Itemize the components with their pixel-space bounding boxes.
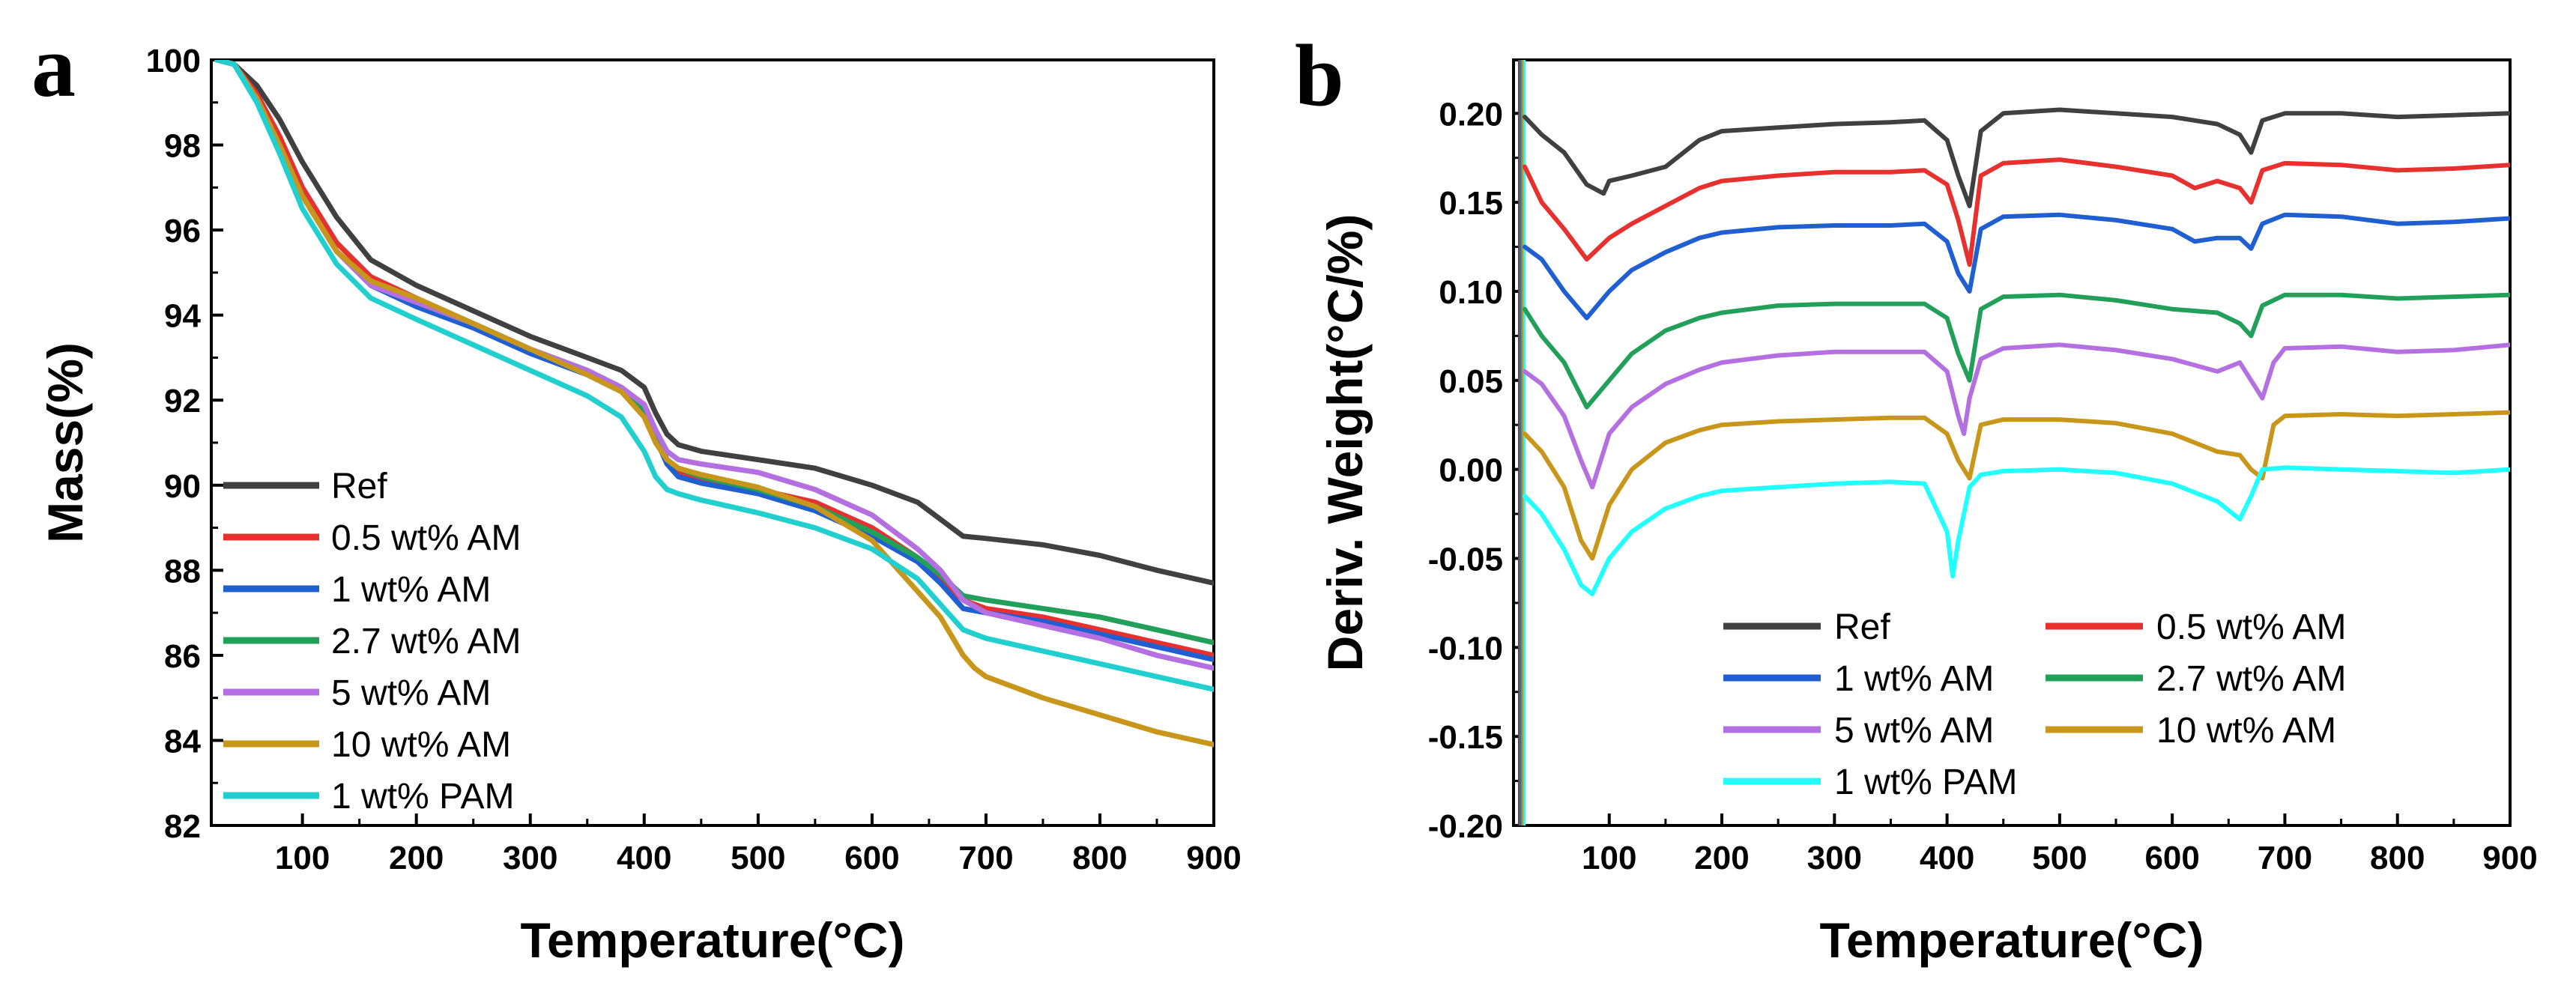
- y-tick-label: 86: [164, 638, 201, 675]
- x-tick-label: 300: [1807, 840, 1862, 876]
- legend-label: 1 wt% AM: [1834, 659, 1994, 699]
- x-tick-label: 600: [2144, 840, 2199, 876]
- x-tick-label: 700: [2258, 840, 2312, 876]
- series-line: [1523, 212, 2510, 321]
- panel-b-letter: b: [1295, 26, 1344, 124]
- y-tick-label: 100: [146, 43, 201, 79]
- x-tick-label: 100: [1582, 840, 1636, 876]
- series-line: [1523, 342, 2510, 490]
- y-axis-title: Mass(%): [37, 342, 93, 543]
- series-group: [214, 60, 1214, 748]
- x-tick-label: 900: [2482, 840, 2537, 876]
- y-tick-label: 94: [164, 298, 201, 335]
- y-tick-label: 84: [164, 723, 201, 760]
- y-tick-label: -0.15: [1428, 719, 1503, 756]
- series-line: [214, 60, 1214, 658]
- x-tick-label: 400: [617, 840, 671, 876]
- y-tick-label: 0.00: [1439, 452, 1503, 489]
- x-tick-label: 800: [1072, 840, 1127, 876]
- x-tick-label: 200: [1694, 840, 1749, 876]
- x-tick-label: 700: [958, 840, 1013, 876]
- y-tick-label: 0.20: [1439, 96, 1503, 133]
- legend-label: Ref: [331, 467, 387, 506]
- y-tick-label: -0.20: [1428, 808, 1503, 845]
- legend-label: 10 wt% AM: [2156, 711, 2336, 751]
- series-line: [1523, 465, 2510, 596]
- x-tick-label: 600: [844, 840, 899, 876]
- y-tick-label: 92: [164, 383, 201, 419]
- y-tick-label: 0.15: [1439, 185, 1503, 222]
- legend-label: 5 wt% AM: [1834, 711, 1994, 751]
- chart-b: 100 200 300 400 500 600 700 800 900 0.20 0.15 0.10 0…: [1317, 58, 2538, 968]
- x-tick-label: 800: [2370, 840, 2425, 876]
- series-line: [1523, 292, 2510, 410]
- y-tick-label: 96: [164, 213, 201, 249]
- x-axis-title: Temperature(°C): [1820, 912, 2204, 968]
- x-tick-label: 400: [1920, 840, 1974, 876]
- legend-label: 1 wt% PAM: [1834, 763, 2018, 802]
- series-line: [214, 60, 1214, 586]
- legend-label: 1 wt% AM: [331, 570, 491, 610]
- legend: Ref 0.5 wt% AM 1 wt% AM 2.7 wt% AM 5 wt% AM 1…: [1723, 607, 2346, 802]
- y-axis-title: Deriv. Weight(°C/%): [1317, 214, 1373, 672]
- legend-label: 0.5 wt% AM: [2156, 607, 2346, 647]
- legend-label: 2.7 wt% AM: [2156, 659, 2346, 699]
- series-line: [214, 60, 1214, 692]
- plot-frame: [1512, 58, 2512, 827]
- panel-a-letter: a: [31, 17, 76, 115]
- legend-label: 10 wt% AM: [331, 725, 511, 765]
- y-tick-label: 88: [164, 553, 201, 590]
- y-tick-label: 0.10: [1439, 274, 1503, 311]
- x-tick-label: 500: [731, 840, 785, 876]
- x-axis-title: Temperature(°C): [521, 912, 905, 968]
- y-tick-label: 82: [164, 808, 201, 845]
- y-tick-label: 90: [164, 468, 201, 505]
- series-line: [1523, 157, 2510, 267]
- series-group: [1523, 107, 2510, 596]
- legend-label: 5 wt% AM: [331, 673, 491, 713]
- y-tick-label: -0.10: [1428, 630, 1503, 667]
- series-line: [214, 60, 1214, 748]
- legend-label: Ref: [1834, 607, 1890, 647]
- x-tick-label: 100: [275, 840, 330, 876]
- x-tick-label: 900: [1186, 840, 1241, 876]
- x-tick-label: 300: [503, 840, 557, 876]
- series-line: [1523, 410, 2510, 561]
- x-tick-label: 500: [2032, 840, 2087, 876]
- y-tick-label: -0.05: [1428, 541, 1503, 578]
- initial-drop-lines: [1518, 60, 1526, 825]
- x-tick-label: 200: [389, 840, 444, 876]
- legend-label: 1 wt% PAM: [331, 777, 515, 816]
- legend-label: 0.5 wt% AM: [331, 518, 521, 558]
- legend: Ref 0.5 wt% AM 1 wt% AM 2.7 wt% AM 5 wt% AM 1…: [223, 467, 521, 816]
- y-tick-label: 0.05: [1439, 363, 1503, 400]
- legend-label: 2.7 wt% AM: [331, 622, 521, 661]
- series-line: [1523, 107, 2510, 208]
- chart-a: 100 200 300 400 500 600 700 800 900 82 84 86 88 90 92 9…: [37, 43, 1242, 968]
- y-tick-label: 98: [164, 128, 201, 165]
